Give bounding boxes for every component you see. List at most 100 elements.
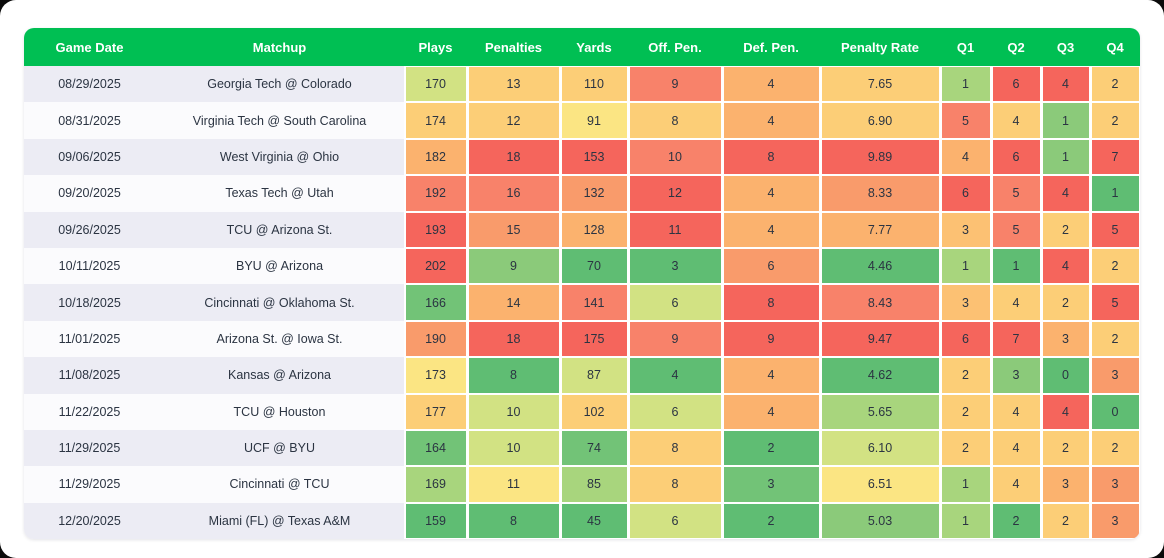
heat-cell-value: 5 — [992, 176, 1040, 211]
heat-cell-off-pen: 6 — [628, 502, 722, 540]
heat-cell-value: 4 — [1042, 394, 1089, 429]
heat-cell-penalties: 8 — [467, 357, 560, 394]
heat-cell-off-pen: 10 — [628, 138, 722, 176]
cell-game-date: 11/08/2025 — [24, 357, 155, 394]
heat-cell-penalty-rate: 9.89 — [820, 138, 940, 176]
heat-cell-q1: 4 — [940, 138, 991, 176]
table-row: 09/06/2025 West Virginia @ Ohio 182 18 153 10… — [24, 138, 1140, 176]
heat-cell-yards: 141 — [560, 284, 628, 321]
heat-cell-penalty-rate: 9.47 — [820, 320, 940, 358]
heat-cell-value: 2 — [723, 503, 819, 539]
column-header-q2: Q2 — [1007, 39, 1025, 55]
cell-game-date: 11/22/2025 — [24, 393, 155, 430]
heat-cell-plays: 169 — [404, 466, 467, 503]
heat-cell-q2: 4 — [991, 284, 1041, 321]
heat-cell-value: 153 — [561, 139, 627, 175]
heat-cell-value: 16 — [468, 176, 559, 211]
heat-cell-value: 1 — [1042, 139, 1089, 175]
heat-cell-value: 159 — [405, 503, 466, 539]
heat-cell-q1: 2 — [940, 393, 991, 430]
heat-cell-q3: 4 — [1041, 247, 1090, 285]
heat-cell-value: 164 — [405, 430, 466, 466]
heat-cell-plays: 164 — [404, 429, 467, 467]
heat-cell-value: 14 — [468, 285, 559, 320]
heat-cell-penalties: 11 — [467, 466, 560, 503]
heat-cell-value: 9 — [723, 321, 819, 357]
heat-cell-def-pen: 4 — [722, 357, 820, 394]
heat-cell-value: 4 — [723, 67, 819, 102]
heat-cell-value: 2 — [1091, 67, 1139, 102]
table-row: 11/22/2025 TCU @ Houston 177 10 102 6 4 5.65 2 4 4… — [24, 393, 1140, 430]
heat-cell-q3: 2 — [1041, 429, 1090, 467]
heat-cell-value: 1 — [941, 503, 990, 539]
heat-cell-value: 8 — [629, 430, 721, 466]
heat-cell-plays: 202 — [404, 247, 467, 285]
heat-cell-value: 2 — [1091, 430, 1139, 466]
heat-cell-penalty-rate: 6.90 — [820, 102, 940, 139]
heat-cell-value: 4 — [992, 103, 1040, 138]
heat-cell-q1: 3 — [940, 284, 991, 321]
heat-cell-value: 8 — [629, 467, 721, 502]
cell-matchup: Kansas @ Arizona — [155, 357, 404, 394]
heat-cell-q1: 1 — [940, 502, 991, 540]
heat-cell-value: 8 — [629, 103, 721, 138]
table-body: 08/29/2025 Georgia Tech @ Colorado 170 13 11… — [24, 66, 1140, 540]
heat-cell-penalty-rate: 8.43 — [820, 284, 940, 321]
heat-cell-value: 166 — [405, 285, 466, 320]
heat-cell-value: 1 — [1042, 103, 1089, 138]
heat-cell-value: 173 — [405, 358, 466, 393]
heat-cell-value: 1 — [992, 248, 1040, 284]
heat-cell-value: 6 — [629, 285, 721, 320]
cell-matchup: UCF @ BYU — [155, 429, 404, 467]
heat-cell-def-pen: 2 — [722, 429, 820, 467]
heat-cell-value: 2 — [941, 358, 990, 393]
heat-cell-q4: 3 — [1090, 357, 1140, 394]
heat-cell-value: 3 — [1042, 467, 1089, 502]
heat-cell-q2: 4 — [991, 466, 1041, 503]
heat-cell-penalty-rate: 8.33 — [820, 175, 940, 212]
heat-cell-value: 3 — [941, 285, 990, 320]
heat-cell-yards: 87 — [560, 357, 628, 394]
heat-cell-yards: 74 — [560, 429, 628, 467]
heat-cell-value: 1 — [941, 248, 990, 284]
heat-cell-value: 4 — [723, 212, 819, 247]
heat-cell-off-pen: 12 — [628, 175, 722, 212]
cell-game-date: 10/11/2025 — [24, 247, 155, 285]
heat-cell-off-pen: 6 — [628, 284, 722, 321]
table-row: 10/18/2025 Cincinnati @ Oklahoma St. 166 14… — [24, 284, 1140, 321]
heat-cell-value: 9 — [468, 248, 559, 284]
heat-cell-q2: 6 — [991, 66, 1041, 103]
heat-cell-yards: 85 — [560, 466, 628, 503]
heat-cell-value: 9.47 — [821, 321, 939, 357]
heat-cell-q2: 5 — [991, 175, 1041, 212]
heat-cell-def-pen: 9 — [722, 320, 820, 358]
heat-cell-q2: 4 — [991, 429, 1041, 467]
heat-cell-off-pen: 9 — [628, 320, 722, 358]
heat-cell-value: 2 — [941, 394, 990, 429]
heat-cell-value: 70 — [561, 248, 627, 284]
heat-cell-q2: 5 — [991, 211, 1041, 248]
heat-cell-q3: 4 — [1041, 66, 1090, 103]
heat-cell-value: 9.89 — [821, 139, 939, 175]
cell-game-date: 12/20/2025 — [24, 502, 155, 540]
heat-cell-def-pen: 4 — [722, 102, 820, 139]
heat-cell-yards: 175 — [560, 320, 628, 358]
heat-cell-value: 174 — [405, 103, 466, 138]
column-header-penalties: Penalties — [484, 39, 543, 55]
heat-cell-plays: 182 — [404, 138, 467, 176]
heat-cell-value: 4 — [992, 285, 1040, 320]
heat-cell-value: 170 — [405, 67, 466, 102]
heat-cell-value: 6.10 — [821, 430, 939, 466]
heat-cell-value: 6 — [992, 67, 1040, 102]
heat-cell-value: 4.46 — [821, 248, 939, 284]
table-row: 11/29/2025 UCF @ BYU 164 10 74 8 2 6.10 2 4 2 2 — [24, 429, 1140, 467]
heat-cell-penalties: 16 — [467, 175, 560, 212]
heat-cell-q4: 3 — [1090, 466, 1140, 503]
heat-cell-q3: 0 — [1041, 357, 1090, 394]
heat-cell-value: 2 — [1042, 212, 1089, 247]
heat-cell-value: 132 — [561, 176, 627, 211]
heat-cell-q4: 2 — [1090, 320, 1140, 358]
heat-cell-value: 4 — [723, 358, 819, 393]
table-row: 08/29/2025 Georgia Tech @ Colorado 170 13 11… — [24, 66, 1140, 103]
heat-cell-value: 4 — [629, 358, 721, 393]
